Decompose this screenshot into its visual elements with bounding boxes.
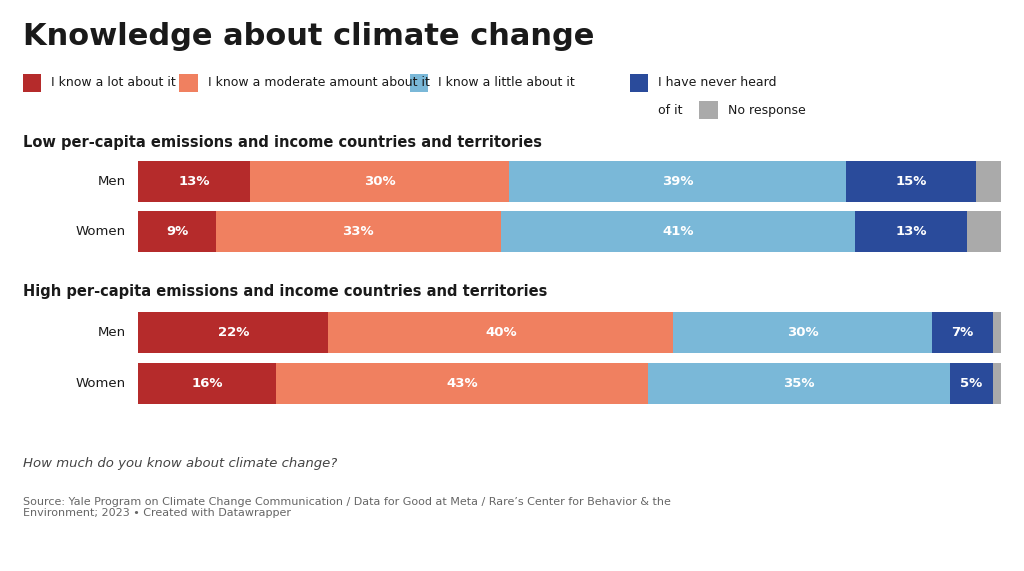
Text: 15%: 15% [895, 175, 927, 188]
Text: High per-capita emissions and income countries and territories: High per-capita emissions and income cou… [23, 284, 547, 299]
FancyBboxPatch shape [647, 363, 949, 404]
FancyBboxPatch shape [993, 312, 1001, 353]
FancyBboxPatch shape [674, 312, 933, 353]
Text: 33%: 33% [343, 226, 374, 238]
FancyBboxPatch shape [976, 161, 1001, 202]
FancyBboxPatch shape [23, 74, 41, 92]
Text: 7%: 7% [951, 326, 974, 339]
Text: 13%: 13% [895, 226, 927, 238]
Text: I know a lot about it: I know a lot about it [51, 77, 176, 90]
Text: Men: Men [98, 326, 126, 339]
Text: Men: Men [98, 175, 126, 188]
Text: I know a moderate amount about it: I know a moderate amount about it [208, 77, 430, 90]
Text: Source: Yale Program on Climate Change Communication / Data for Good at Meta / R: Source: Yale Program on Climate Change C… [23, 497, 671, 518]
FancyBboxPatch shape [138, 363, 276, 404]
Text: 39%: 39% [662, 175, 693, 188]
Text: 30%: 30% [787, 326, 819, 339]
Text: 13%: 13% [178, 175, 210, 188]
Text: 22%: 22% [217, 326, 249, 339]
Text: Women: Women [76, 226, 126, 238]
FancyBboxPatch shape [949, 363, 993, 404]
FancyBboxPatch shape [410, 74, 428, 92]
FancyBboxPatch shape [251, 161, 509, 202]
FancyBboxPatch shape [328, 312, 674, 353]
FancyBboxPatch shape [630, 74, 648, 92]
Text: How much do you know about climate change?: How much do you know about climate chang… [23, 457, 337, 470]
FancyBboxPatch shape [855, 211, 967, 252]
Text: of it: of it [658, 104, 683, 117]
FancyBboxPatch shape [216, 211, 501, 252]
Text: 41%: 41% [662, 226, 693, 238]
Text: 5%: 5% [961, 377, 982, 390]
FancyBboxPatch shape [993, 363, 1001, 404]
Text: 30%: 30% [365, 175, 395, 188]
Text: I have never heard: I have never heard [658, 77, 777, 90]
FancyBboxPatch shape [138, 211, 216, 252]
Text: 35%: 35% [783, 377, 814, 390]
FancyBboxPatch shape [276, 363, 647, 404]
FancyBboxPatch shape [846, 161, 976, 202]
Text: Women: Women [76, 377, 126, 390]
FancyBboxPatch shape [138, 161, 251, 202]
Text: Low per-capita emissions and income countries and territories: Low per-capita emissions and income coun… [23, 135, 542, 150]
Text: Knowledge about climate change: Knowledge about climate change [23, 22, 594, 51]
Text: 9%: 9% [166, 226, 188, 238]
Text: 43%: 43% [446, 377, 478, 390]
FancyBboxPatch shape [967, 211, 1001, 252]
Text: 40%: 40% [485, 326, 517, 339]
FancyBboxPatch shape [138, 312, 328, 353]
FancyBboxPatch shape [699, 101, 718, 119]
FancyBboxPatch shape [179, 74, 198, 92]
FancyBboxPatch shape [933, 312, 993, 353]
Text: 16%: 16% [191, 377, 223, 390]
FancyBboxPatch shape [509, 161, 846, 202]
Text: No response: No response [728, 104, 806, 117]
FancyBboxPatch shape [501, 211, 855, 252]
Text: I know a little about it: I know a little about it [438, 77, 575, 90]
